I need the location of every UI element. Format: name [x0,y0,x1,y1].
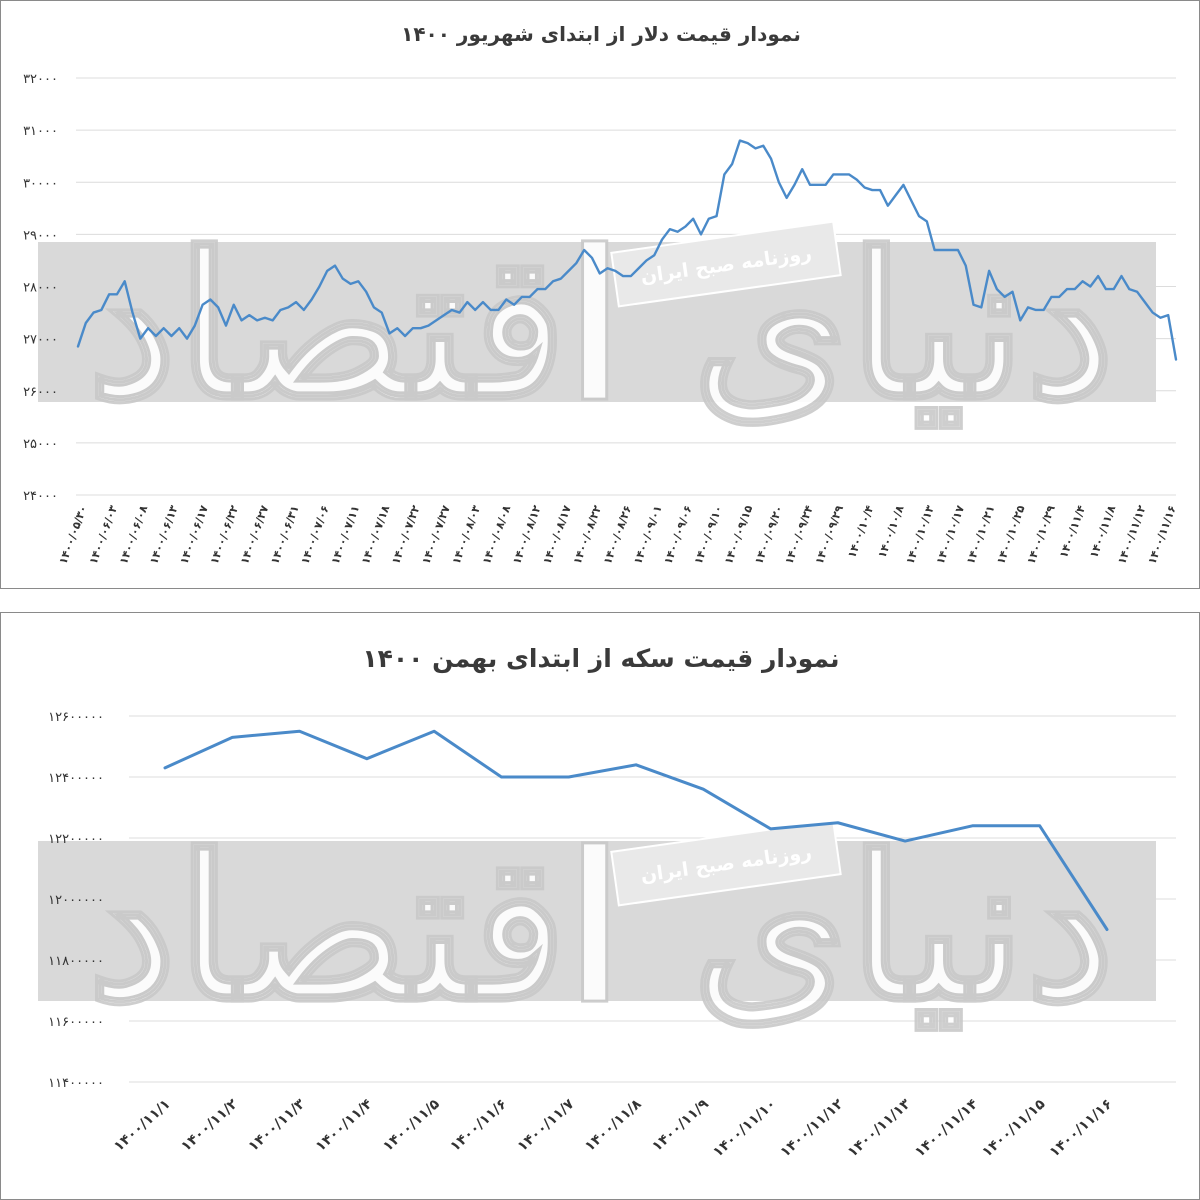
coin-chart-title: نمودار قیمت سکه از ابتدای بهمن ۱۴۰۰ [362,644,839,674]
x-tick-label: ۱۴۰۰/۱۰/۲۹ [1024,503,1057,566]
x-tick-label: ۱۴۰۰/۱۱/۱۶ [1047,1096,1116,1160]
x-tick-label: ۱۴۰۰/۰۶/۱۷ [177,503,210,566]
series-line [163,729,1109,931]
x-tick-label: ۱۴۰۰/۰۷/۲۲ [389,503,422,566]
x-tick-label: ۱۴۰۰/۱۱/۹ [649,1096,712,1155]
x-tick-label: ۱۴۰۰/۰۷/۱۱ [329,504,362,566]
watermark-publisher: روزنامه صبح ایران [610,220,842,308]
coin-series [163,729,1109,931]
x-tick-label: ۱۴۰۰/۱۱/۱۲ [777,1096,846,1161]
y-tick-label: ۳۲۰۰۰ [23,72,58,87]
x-tick-label: ۱۴۰۰/۱۱/۱۰ [710,1096,779,1160]
dollar-y-axis: ۲۴۰۰۰ ۲۵۰۰۰ ۲۶۰۰۰ ۲۷۰۰۰ ۲۸۰۰۰ ۲۹۰۰۰ ۳۰۰۰۰ ۳۱۰۰۰… [23,72,58,504]
x-tick-label: ۱۴۰۰/۰۹/۱۰ [692,504,725,566]
y-tick-label: ۲۵۰۰۰ [23,437,58,452]
x-tick-label: ۱۴۰۰/۱۰/۲۱ [964,504,997,566]
x-tick-label: ۱۴۰۰/۰۹/۲۰ [752,504,785,566]
x-tick-label: ۱۴۰۰/۱۱/۴ [313,1096,376,1155]
x-tick-label: ۱۴۰۰/۱۱/۵ [380,1096,443,1155]
watermark-publisher: روزنامه صبح ایران [610,819,842,907]
x-tick-label: ۱۴۰۰/۰۶/۲۲ [208,503,241,566]
x-tick-label: ۱۴۰۰/۰۷/۰۶ [298,504,331,566]
x-tick-label: ۱۴۰۰/۰۹/۰۱ [631,504,664,566]
x-tick-label: ۱۴۰۰/۱۱/۸ [1087,503,1118,559]
watermark-logo: دنیای اقتصاد [86,810,1116,1048]
x-tick-label: ۱۴۰۰/۱۱/۴ [1057,503,1088,559]
y-tick-label: ۲۷۰۰۰ [23,333,58,348]
watermark-logo-text: دنیای اقتصاد [87,209,1114,444]
y-tick-label: ۳۰۰۰۰ [23,176,58,191]
x-tick-label: ۱۴۰۰/۱۱/۲ [178,1096,241,1155]
x-tick-label: ۱۴۰۰/۱۱/۶ [447,1096,510,1155]
y-tick-label: ۱۲۴۰۰۰۰۰ [48,771,104,786]
watermark-band [38,841,1156,1001]
y-tick-label: ۱۲۰۰۰۰۰۰ [48,893,104,908]
dollar-chart-panel: دنیای اقتصاد روزنامه صبح ایران نمودار قی… [0,0,1200,589]
x-tick-label: ۱۴۰۰/۱۱/۱۵ [979,1096,1048,1161]
coin-x-axis: ۱۴۰۰/۱۱/۱ ۱۴۰۰/۱۱/۲ ۱۴۰۰/۱۱/۳ ۱۴۰۰/۱۱/۴ ۱۴۰۰… [111,1096,1116,1161]
watermark-logo-text: دنیای اقتصاد [87,811,1114,1046]
x-tick-label: ۱۴۰۰/۰۸/۲۲ [571,503,604,566]
dollar-x-axis: ۱۴۰۰/۰۵/۳۰۱۴۰۰/۰۶/۰۳۱۴۰۰/۰۶/۰۸۱۴۰۰/۰۶/۱۳… [56,503,1178,566]
dollar-series [76,139,1178,361]
x-tick-label: ۱۴۰۰/۰۸/۰۸ [480,503,513,566]
x-tick-label: ۱۴۰۰/۰۵/۳۰ [56,504,89,566]
x-tick-label: ۱۴۰۰/۰۶/۳۱ [268,504,301,566]
y-tick-label: ۱۲۶۰۰۰۰۰ [48,710,104,725]
x-tick-label: ۱۴۰۰/۰۹/۰۶ [661,504,694,566]
y-tick-label: ۱۲۲۰۰۰۰۰ [48,832,104,847]
x-tick-label: ۱۴۰۰/۰۸/۲۶ [601,504,634,566]
x-tick-label: ۱۴۰۰/۱۱/۱ [111,1096,174,1155]
y-tick-label: ۳۱۰۰۰ [23,124,58,139]
y-tick-label: ۲۶۰۰۰ [23,385,58,400]
x-tick-label: ۱۴۰۰/۰۹/۲۹ [813,503,846,566]
x-tick-label: ۱۴۰۰/۱۱/۱۳ [845,1096,914,1161]
y-tick-label: ۲۸۰۰۰ [23,281,58,296]
x-tick-label: ۱۴۰۰/۱۰/۸ [876,503,907,559]
x-tick-label: ۱۴۰۰/۰۸/۱۷ [540,503,573,566]
x-tick-label: ۱۴۰۰/۰۶/۱۳ [147,503,180,566]
x-tick-label: ۱۴۰۰/۱۱/۱۶ [1145,504,1178,566]
series-line [76,139,1178,361]
x-tick-label: ۱۴۰۰/۰۷/۲۷ [419,503,452,566]
x-tick-label: ۱۴۰۰/۱۱/۱۲ [1115,503,1148,566]
dollar-chart-title: نمودار قیمت دلار از ابتدای شهریور ۱۴۰۰ [401,22,801,46]
x-tick-label: ۱۴۰۰/۱۱/۸ [582,1096,645,1155]
x-tick-label: ۱۴۰۰/۰۷/۱۸ [359,503,392,566]
y-tick-label: ۱۱۸۰۰۰۰۰ [48,954,104,969]
y-tick-label: ۲۴۰۰۰ [23,489,58,504]
coin-chart: دنیای اقتصاد روزنامه صبح ایران نمودار قی… [38,644,1176,1161]
y-tick-label: ۲۹۰۰۰ [23,228,58,243]
x-tick-label: ۱۴۰۰/۰۶/۰۸ [117,503,150,566]
x-tick-label: ۱۴۰۰/۱۰/۱۷ [934,503,967,566]
x-tick-label: ۱۴۰۰/۱۱/۷ [515,1096,578,1155]
dollar-chart: دنیای اقتصاد روزنامه صبح ایران نمودار قی… [23,22,1179,566]
x-tick-label: ۱۴۰۰/۰۸/۰۳ [450,503,483,566]
x-tick-label: ۱۴۰۰/۰۹/۲۴ [782,503,815,566]
x-tick-label: ۱۴۰۰/۰۶/۲۷ [238,503,271,566]
x-tick-label: ۱۴۰۰/۱۰/۱۳ [903,503,936,566]
x-tick-label: ۱۴۰۰/۰۹/۱۵ [722,503,755,566]
x-tick-label: ۱۴۰۰/۱۰/۴ [845,503,876,559]
x-tick-label: ۱۴۰۰/۱۱/۱۴ [912,1096,981,1161]
x-tick-label: ۱۴۰۰/۰۶/۰۳ [87,503,120,566]
y-tick-label: ۱۱۴۰۰۰۰۰ [48,1076,104,1091]
x-tick-label: ۱۴۰۰/۱۰/۲۵ [994,503,1027,566]
y-tick-label: ۱۱۶۰۰۰۰۰ [48,1015,104,1030]
watermark-logo: دنیای اقتصاد [86,208,1116,446]
coin-y-axis: ۱۱۴۰۰۰۰۰ ۱۱۶۰۰۰۰۰ ۱۱۸۰۰۰۰۰ ۱۲۰۰۰۰۰۰ ۱۲۲۰۰۰۰۰… [48,710,104,1091]
coin-chart-panel: دنیای اقتصاد روزنامه صبح ایران نمودار قی… [0,612,1200,1200]
x-tick-label: ۱۴۰۰/۱۱/۳ [245,1096,308,1155]
x-tick-label: ۱۴۰۰/۰۸/۱۲ [510,503,543,566]
